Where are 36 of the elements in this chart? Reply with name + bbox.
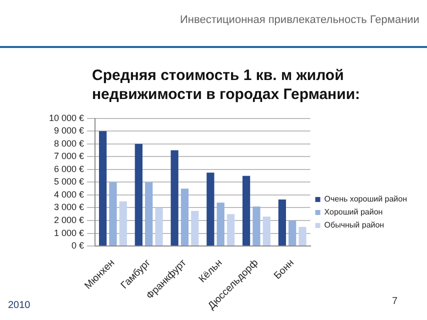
y-tick-label: 9 000 € [54,126,84,136]
bar [145,182,153,246]
y-tick-label: 7 000 € [54,151,84,162]
bar [191,210,199,246]
bar [119,201,127,246]
bar [98,131,107,246]
bar [288,220,296,246]
bar [170,150,178,246]
y-tick-label: 3 000 € [54,202,84,212]
legend-label: Очень хороший район [324,194,407,204]
legend-label: Обычный район [324,220,384,230]
text: 7 [392,296,398,307]
bar [206,172,214,246]
text: 2010 [8,300,30,311]
bar [242,176,250,246]
bar [109,182,117,246]
bar [226,214,235,246]
y-tick-label: 6 000 € [54,164,84,174]
chart-subtitle: Инвестиционная привлекательность Германии [180,14,420,26]
y-tick-label: 1 000 € [54,228,84,238]
bar [252,206,260,246]
bar [216,202,224,246]
legend-label: Хороший район [324,208,383,217]
bar [155,208,163,246]
y-tick-label: 8 000 € [54,138,84,148]
bar [278,199,286,246]
y-tick-label: 0 € [72,240,84,251]
bar [134,144,142,246]
bar [262,216,270,246]
y-tick-label: 10 000 € [48,112,84,123]
bar [180,188,189,246]
y-tick-label: 5 000 € [54,176,84,187]
chart-title: Средняя стоимость 1 кв. м жилой недвижимости в городах Германии: [92,66,362,104]
bar [298,226,306,246]
y-tick-label: 4 000 € [54,189,84,200]
y-tick-label: 2 000 € [54,214,84,225]
